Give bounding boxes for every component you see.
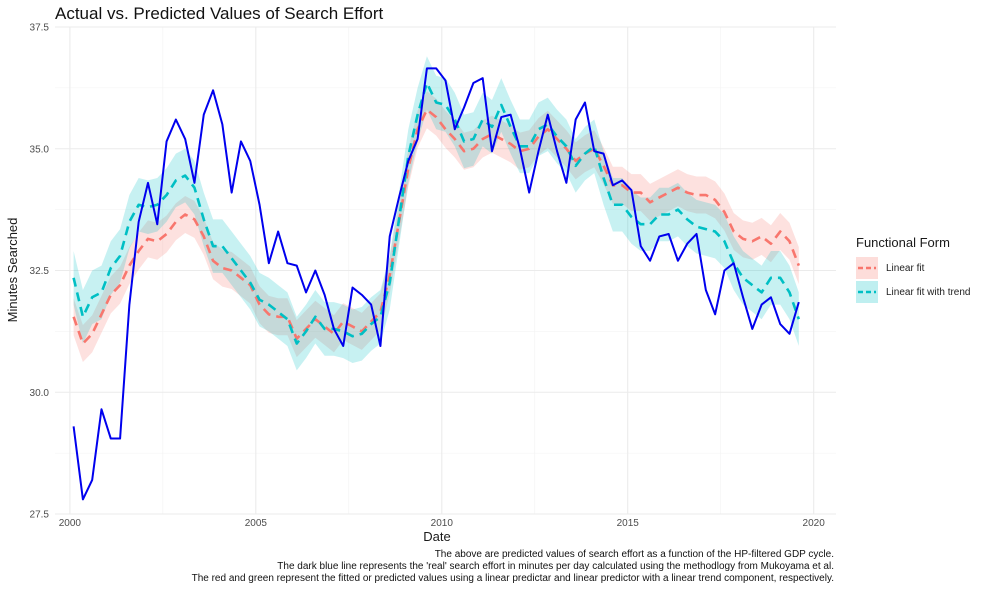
series-lines: [72, 67, 801, 501]
legend-item-linear-fit-with-trend: Linear fit with trend: [856, 280, 971, 304]
caption-line: The red and green represent the fitted o…: [191, 573, 834, 584]
y-tick-label: 30.0: [30, 388, 50, 399]
x-axis-title: Date: [423, 529, 450, 544]
confidence-band-linear-fit-with-trend: [73, 56, 799, 371]
y-tick-label: 32.5: [30, 266, 50, 277]
confidence-band-linear-fit: [73, 91, 799, 363]
x-tick-label: 2000: [59, 518, 82, 529]
x-tick-label: 2005: [245, 518, 268, 529]
caption: The above are predicted values of search…: [192, 549, 834, 585]
y-tick-label: 27.5: [30, 510, 50, 521]
gridlines: [55, 26, 836, 515]
series-line-linear-fit-with-trend: [72, 81, 801, 345]
legend-item-linear-fit: Linear fit: [856, 256, 971, 280]
series-line-linear-fit: [72, 108, 801, 345]
chart-title: Actual vs. Predicted Values of Search Ef…: [55, 4, 384, 23]
y-axis-ticks: 27.5 30.0 32.5 35.0 37.5: [30, 23, 50, 521]
y-axis-title: Minutes Searched: [5, 218, 20, 323]
y-tick-label: 35.0: [30, 144, 50, 155]
legend-title: Functional Form: [856, 235, 950, 250]
legend-label-linear-fit: Linear fit: [886, 262, 925, 274]
legend-label-linear-fit-with-trend: Linear fit with trend: [886, 286, 971, 298]
x-tick-label: 2010: [431, 518, 454, 529]
confidence-bands: [73, 56, 799, 371]
legend-key-linear-fit: [856, 257, 878, 279]
legend-key-linear-fit-with-trend: [856, 281, 878, 303]
x-tick-label: 2020: [803, 518, 826, 529]
y-tick-label: 37.5: [30, 23, 50, 34]
x-tick-label: 2015: [617, 518, 640, 529]
legend: Functional Form Linear fit Linear fit wi…: [856, 235, 971, 304]
caption-line: The dark blue line represents the 'real'…: [277, 561, 834, 572]
caption-line: The above are predicted values of search…: [434, 549, 834, 560]
actual-search-effort-line: [72, 67, 800, 501]
x-axis-ticks: 2000 2005 2010 2015 2020: [59, 518, 825, 529]
